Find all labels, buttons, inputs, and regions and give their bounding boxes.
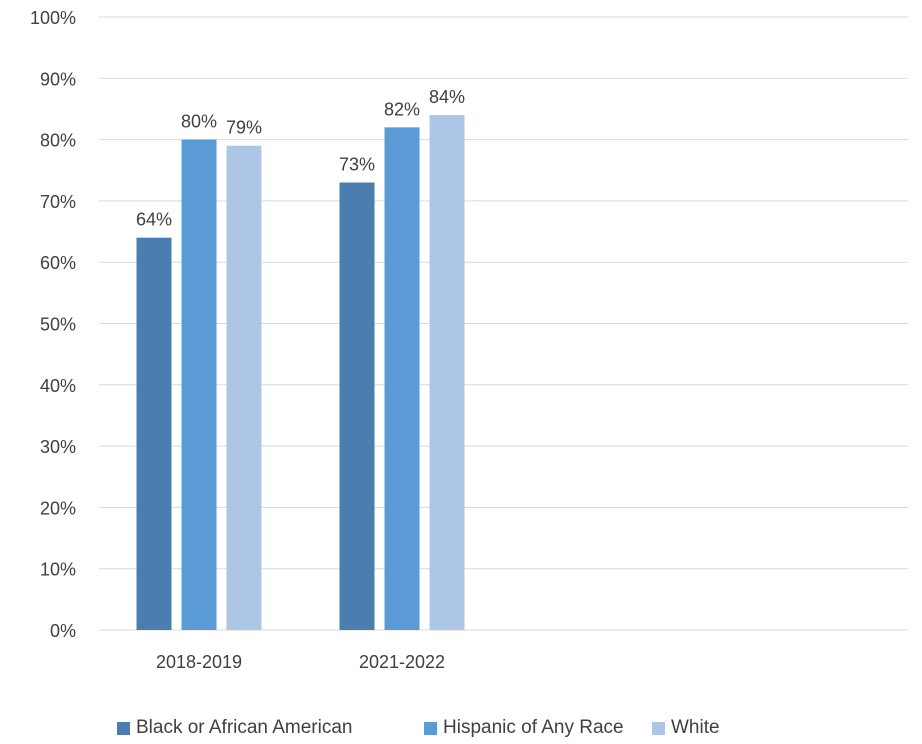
y-tick-label: 60% (40, 253, 76, 273)
y-tick-label: 50% (40, 315, 76, 335)
gridlines (99, 16, 908, 631)
bar (226, 145, 262, 631)
bar (339, 182, 375, 630)
legend-swatch (652, 721, 665, 735)
data-label: 64% (136, 210, 172, 230)
y-tick-label: 20% (40, 498, 76, 518)
bars (136, 115, 465, 631)
legend-swatch (117, 721, 130, 735)
y-tick-label: 0% (50, 621, 76, 641)
legend-item: Hispanic of Any Race (424, 717, 624, 739)
bar (384, 127, 420, 630)
y-tick-label: 100% (30, 8, 76, 28)
data-label: 79% (226, 118, 262, 138)
x-axis-tick-labels: 2018-2019 2021-2022 (156, 652, 445, 672)
x-tick-label: 2018-2019 (156, 652, 242, 672)
legend: Black or African American Hispanic of Any… (0, 717, 922, 741)
bar (429, 115, 465, 630)
y-tick-label: 10% (40, 560, 76, 580)
legend-item: Black or African American (117, 717, 352, 739)
y-tick-label: 40% (40, 376, 76, 396)
data-label: 80% (181, 112, 217, 132)
y-tick-label: 30% (40, 437, 76, 457)
y-tick-label: 80% (40, 131, 76, 151)
bar (136, 237, 172, 630)
y-tick-label: 90% (40, 69, 76, 89)
data-labels: 64% 80% 79% 73% 82% 84% (136, 87, 465, 230)
bar (181, 139, 217, 630)
data-label: 84% (429, 87, 465, 107)
legend-label: Black or African American (136, 717, 353, 738)
data-label: 82% (384, 99, 420, 119)
legend-swatch (424, 721, 437, 735)
legend-label: Hispanic of Any Race (443, 717, 624, 738)
legend-item: White (652, 717, 720, 739)
x-tick-label: 2021-2022 (359, 652, 445, 672)
legend-label: White (671, 717, 720, 738)
y-axis-tick-labels: 0% 10% 20% 30% 40% 50% 60% 70% 80% 90% 100% (30, 8, 76, 641)
y-tick-label: 70% (40, 192, 76, 212)
data-label: 73% (339, 155, 375, 175)
